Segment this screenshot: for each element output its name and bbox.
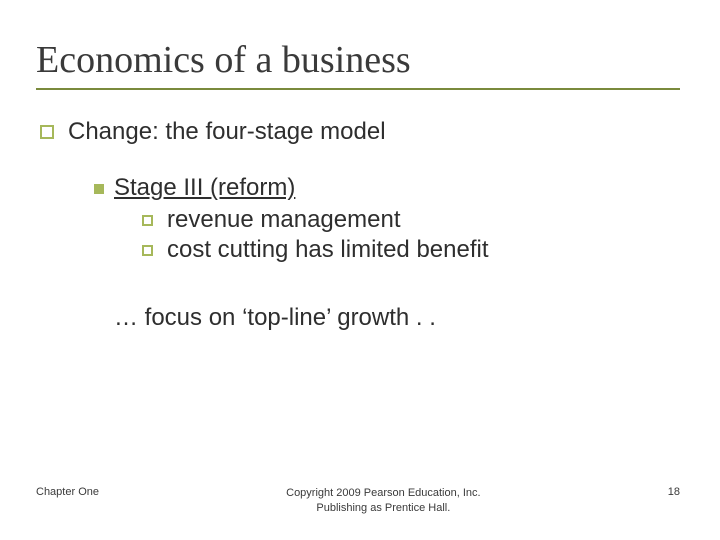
bullet-level2: Stage III (reform) bbox=[94, 174, 680, 202]
footer-chapter: Chapter One bbox=[36, 486, 99, 498]
footer-copyright-line2: Publishing as Prentice Hall. bbox=[316, 502, 450, 514]
level3-text-1: cost cutting has limited benefit bbox=[167, 236, 489, 264]
footer-page-number: 18 bbox=[668, 486, 680, 498]
bullet-level3: cost cutting has limited benefit bbox=[142, 236, 680, 264]
level1-text: Change: the four-stage model bbox=[68, 118, 386, 146]
hollow-square-icon bbox=[40, 125, 54, 139]
title-underline bbox=[36, 88, 680, 90]
level3-text-0: revenue management bbox=[167, 206, 400, 234]
footer: Chapter One Copyright 2009 Pearson Educa… bbox=[0, 486, 720, 516]
filled-square-icon bbox=[94, 184, 104, 194]
hollow-square-icon bbox=[142, 215, 153, 226]
focus-text: … focus on ‘top-line’ growth . . bbox=[114, 304, 680, 332]
footer-copyright-line1: Copyright 2009 Pearson Education, Inc. bbox=[286, 487, 480, 499]
hollow-square-icon bbox=[142, 245, 153, 256]
slide: Economics of a business Change: the four… bbox=[0, 0, 720, 540]
slide-title: Economics of a business bbox=[36, 38, 680, 82]
footer-copyright: Copyright 2009 Pearson Education, Inc. P… bbox=[119, 486, 648, 516]
bullet-level3: revenue management bbox=[142, 206, 680, 234]
bullet-level1: Change: the four-stage model bbox=[40, 118, 680, 146]
level2-text: Stage III (reform) bbox=[114, 174, 295, 202]
